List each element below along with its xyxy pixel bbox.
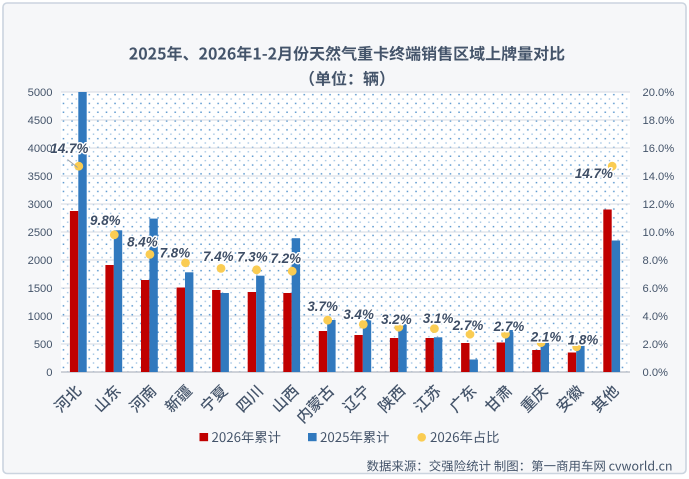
svg-text:14.7%: 14.7% bbox=[50, 141, 88, 156]
svg-text:0.0%: 0.0% bbox=[643, 367, 669, 379]
svg-text:7.2%: 7.2% bbox=[271, 251, 302, 266]
svg-text:7.3%: 7.3% bbox=[237, 250, 268, 265]
svg-text:3.7%: 3.7% bbox=[307, 299, 338, 314]
svg-text:9.8%: 9.8% bbox=[90, 213, 121, 228]
svg-text:3.1%: 3.1% bbox=[423, 311, 454, 326]
svg-text:4.0%: 4.0% bbox=[643, 311, 669, 323]
svg-text:1000: 1000 bbox=[28, 311, 53, 323]
svg-text:10.0%: 10.0% bbox=[643, 227, 675, 239]
svg-text:20.0%: 20.0% bbox=[643, 87, 675, 99]
svg-text:3500: 3500 bbox=[28, 171, 53, 183]
svg-text:7.8%: 7.8% bbox=[160, 246, 191, 261]
svg-text:8.0%: 8.0% bbox=[643, 255, 669, 267]
svg-text:1.8%: 1.8% bbox=[568, 332, 599, 347]
svg-text:6.0%: 6.0% bbox=[643, 283, 669, 295]
svg-text:2000: 2000 bbox=[28, 255, 53, 267]
svg-text:18.0%: 18.0% bbox=[643, 115, 675, 127]
svg-text:2.7%: 2.7% bbox=[493, 319, 525, 334]
svg-text:14.7%: 14.7% bbox=[575, 166, 613, 181]
svg-text:7.4%: 7.4% bbox=[203, 249, 234, 264]
svg-text:5000: 5000 bbox=[28, 87, 53, 99]
svg-text:12.0%: 12.0% bbox=[643, 199, 675, 211]
svg-text:500: 500 bbox=[34, 339, 53, 351]
svg-text:16.0%: 16.0% bbox=[643, 143, 675, 155]
svg-text:2.0%: 2.0% bbox=[643, 339, 669, 351]
svg-text:1500: 1500 bbox=[28, 283, 53, 295]
svg-text:14.0%: 14.0% bbox=[643, 171, 675, 183]
svg-text:4500: 4500 bbox=[28, 115, 53, 127]
svg-text:2.1%: 2.1% bbox=[530, 329, 562, 344]
svg-text:0: 0 bbox=[46, 367, 52, 379]
svg-text:2500: 2500 bbox=[28, 227, 53, 239]
svg-text:8.4%: 8.4% bbox=[127, 235, 158, 250]
svg-text:3000: 3000 bbox=[28, 199, 53, 211]
svg-text:3.4%: 3.4% bbox=[343, 307, 374, 322]
svg-text:2.7%: 2.7% bbox=[452, 318, 484, 333]
svg-text:4000: 4000 bbox=[28, 143, 53, 155]
svg-text:3.2%: 3.2% bbox=[381, 312, 412, 327]
